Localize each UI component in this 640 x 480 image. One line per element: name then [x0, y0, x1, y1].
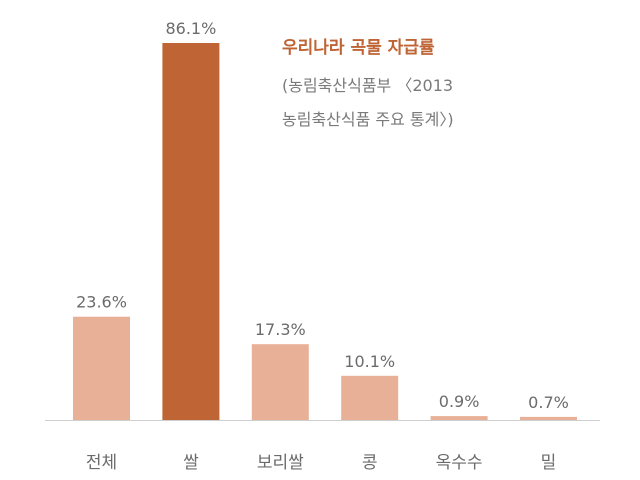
category-label-3: 콩: [362, 453, 378, 473]
category-label-0: 전체: [86, 453, 117, 473]
bar-0: [73, 316, 130, 420]
category-label-2: 보리쌀: [257, 453, 304, 473]
value-label-1: 86.1%: [165, 19, 216, 38]
chart-source-line-1: (농림축산식품부 〈2013: [282, 76, 454, 95]
chart-source: (농림축산식품부 〈2013 농림축산식품 주요 통계〉): [282, 69, 454, 137]
chart-title: 우리나라 곡물 자급률: [282, 38, 435, 58]
value-label-3: 10.1%: [344, 352, 395, 371]
bar-2: [251, 344, 309, 420]
value-label-2: 17.3%: [255, 320, 306, 339]
bar-3: [341, 375, 399, 420]
category-label-5: 밀: [541, 453, 557, 473]
chart-source-line-2: 농림축산식품 주요 통계〉): [282, 110, 454, 129]
value-label-5: 0.7%: [528, 393, 569, 412]
value-label-4: 0.9%: [439, 392, 480, 411]
category-label-4: 옥수수: [436, 453, 483, 473]
bar-1: [162, 43, 220, 420]
value-label-0: 23.6%: [76, 293, 127, 312]
bar-4: [430, 416, 488, 420]
bar-5: [520, 416, 577, 420]
category-label-1: 쌀: [183, 453, 199, 473]
